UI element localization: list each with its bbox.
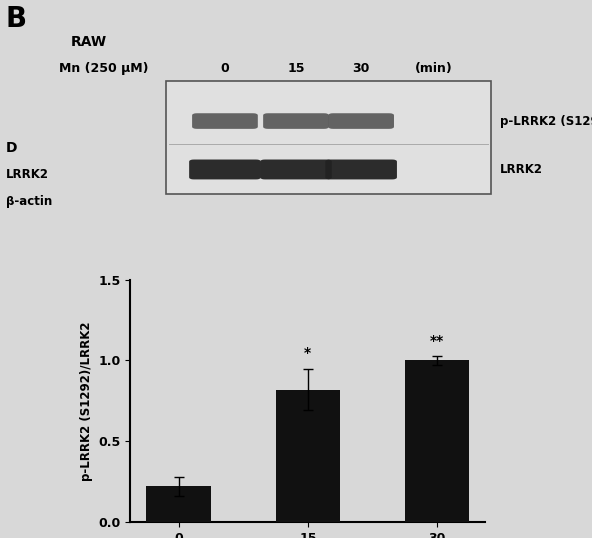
Text: LRRK2: LRRK2 [6,168,49,181]
FancyBboxPatch shape [260,159,332,180]
Text: RAW: RAW [71,35,107,49]
Text: **: ** [430,334,444,348]
Text: 15: 15 [287,62,305,75]
Bar [166,81,491,194]
FancyBboxPatch shape [263,114,329,129]
Text: LRRK2: LRRK2 [500,163,543,176]
FancyBboxPatch shape [326,159,397,180]
Text: (min): (min) [414,62,452,75]
FancyBboxPatch shape [189,159,260,180]
FancyBboxPatch shape [192,114,258,129]
Bar [275,390,340,522]
Text: 30: 30 [352,62,370,75]
Text: p-LRRK2 (S1292): p-LRRK2 (S1292) [500,115,592,128]
Text: B: B [6,5,27,33]
FancyBboxPatch shape [328,114,394,129]
Bar [146,486,211,522]
Text: β-actin: β-actin [6,195,52,208]
Text: D: D [6,141,17,155]
Text: *: * [304,346,311,360]
Bar [405,360,469,522]
Text: 0: 0 [221,62,229,75]
Y-axis label: p-LRRK2 (S1292)/LRRK2: p-LRRK2 (S1292)/LRRK2 [80,321,93,480]
Text: Mn (250 μM): Mn (250 μM) [59,62,149,75]
